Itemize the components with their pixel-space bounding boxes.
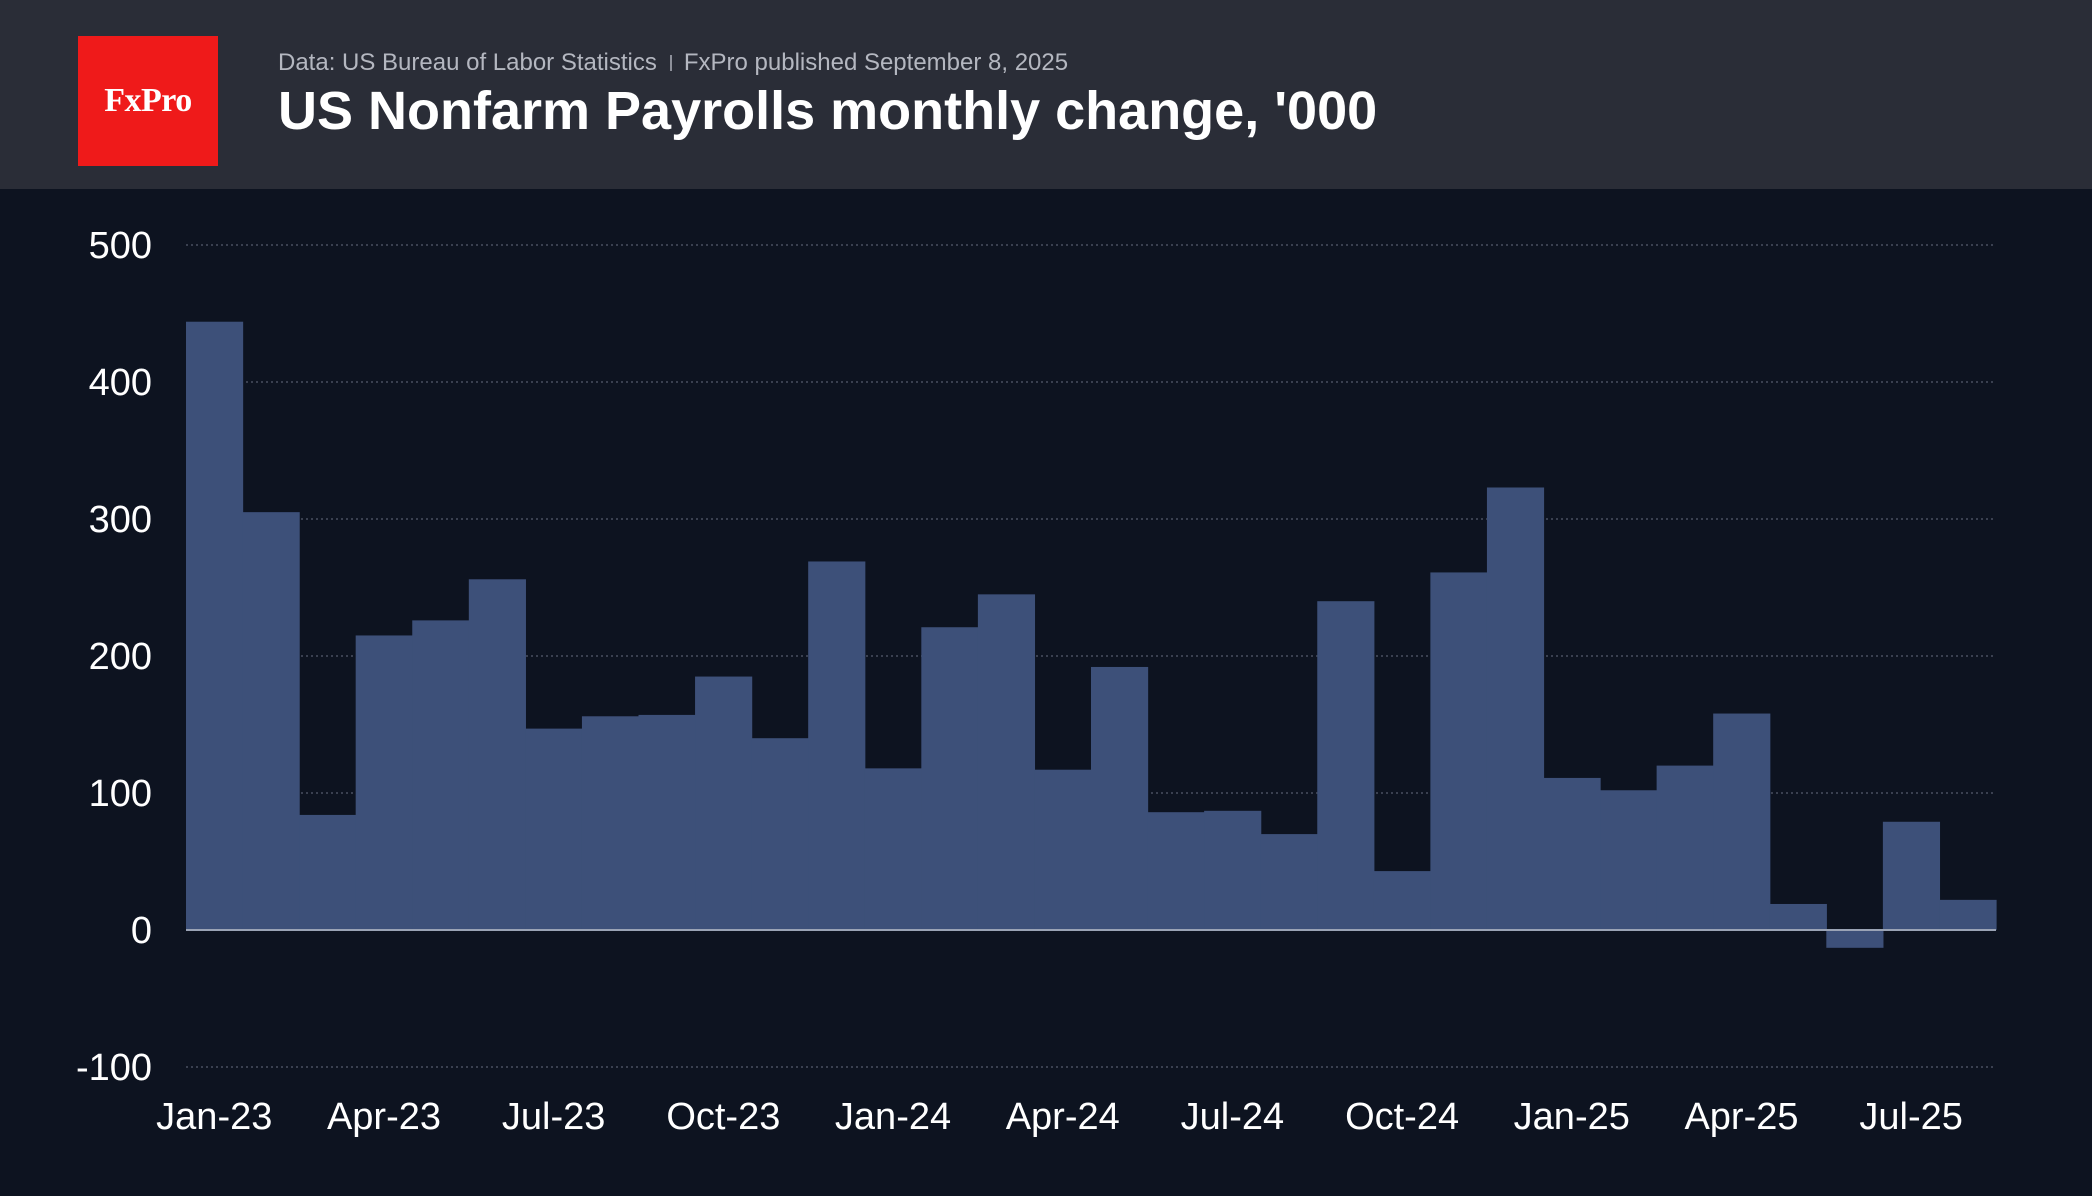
chart-title: US Nonfarm Payrolls monthly change, '000 (278, 81, 1378, 141)
bar-May-24 (1091, 666, 1149, 930)
data-source: Data: US Bureau of Labor Statistics (278, 49, 657, 76)
x-tick-label: Jul-24 (1181, 1096, 1285, 1138)
bar-Aug-24 (1260, 834, 1318, 930)
bar-Oct-23 (695, 676, 753, 930)
x-tick-label: Jul-23 (502, 1096, 606, 1138)
y-tick-label: 400 (89, 362, 152, 404)
bar-Aug-23 (581, 716, 640, 930)
y-tick-label: 100 (89, 773, 152, 815)
bar-Apr-25 (1713, 713, 1771, 930)
source-separator (669, 55, 672, 71)
x-tick-label: Jan-25 (1514, 1096, 1630, 1138)
bar-Jun-25 (1826, 930, 1884, 948)
bar-Mar-23 (299, 814, 357, 930)
y-axis-labels: 500 400 300 200 100 0 -100 (76, 225, 152, 1089)
y-tick-label: 300 (89, 499, 152, 541)
x-tick-label: Jul-25 (1859, 1096, 1963, 1138)
x-tick-label: Apr-24 (1006, 1096, 1120, 1138)
bar-Nov-24 (1430, 572, 1488, 930)
bar-Jul-25 (1882, 821, 1941, 930)
bar-Feb-23 (242, 512, 300, 930)
x-tick-label: Apr-23 (327, 1096, 441, 1138)
x-tick-label: Jan-24 (835, 1096, 951, 1138)
bar-Jan-24 (864, 768, 922, 930)
source-line: Data: US Bureau of Labor Statistics FxPro… (278, 49, 1068, 77)
bar-Jul-24 (1204, 810, 1262, 930)
bar-Feb-25 (1600, 790, 1658, 930)
bar-Dec-23 (808, 561, 866, 930)
bar-Jan-23 (186, 321, 244, 931)
x-axis-labels: Jan-23 Apr-23 Jul-23 Oct-23 Jan-24 Apr-24 Jul-… (156, 1096, 1963, 1138)
bar-May-23 (412, 620, 470, 930)
bar-Mar-24 (977, 594, 1036, 930)
x-tick-label: Oct-23 (666, 1096, 780, 1138)
logo-text: FxPro (104, 82, 192, 119)
y-tick-label: 500 (89, 225, 152, 267)
x-tick-label: Jan-23 (156, 1096, 272, 1138)
y-tick-label: 200 (89, 636, 152, 678)
bar-May-25 (1769, 903, 1827, 930)
bar-Dec-24 (1486, 487, 1545, 930)
x-tick-label: Oct-24 (1345, 1096, 1459, 1138)
bar-Jun-23 (468, 579, 526, 930)
bar-Apr-24 (1034, 769, 1092, 930)
publisher-info: FxPro published September 8, 2025 (683, 49, 1069, 76)
bar-Oct-24 (1373, 871, 1431, 930)
bar-Sep-24 (1317, 601, 1375, 930)
bar-Apr-23 (355, 635, 413, 930)
y-tick-label: -100 (76, 1047, 152, 1089)
y-tick-label: 0 (131, 910, 152, 952)
x-tick-label: Apr-25 (1684, 1096, 1798, 1138)
bar-Jul-23 (525, 728, 583, 930)
bar-Feb-24 (921, 627, 979, 930)
fxpro-logo: FxPro (78, 36, 218, 166)
bar-Aug-25 (1939, 899, 1997, 930)
bars (186, 321, 1997, 948)
bar-Sep-23 (638, 714, 696, 930)
bar-Jan-25 (1543, 777, 1601, 930)
bar-Nov-23 (751, 738, 809, 930)
bar-Mar-25 (1656, 765, 1714, 930)
bar-Jun-24 (1147, 812, 1205, 930)
header-bar: FxPro Data: US Bureau of Labor Statistic… (0, 0, 2092, 189)
